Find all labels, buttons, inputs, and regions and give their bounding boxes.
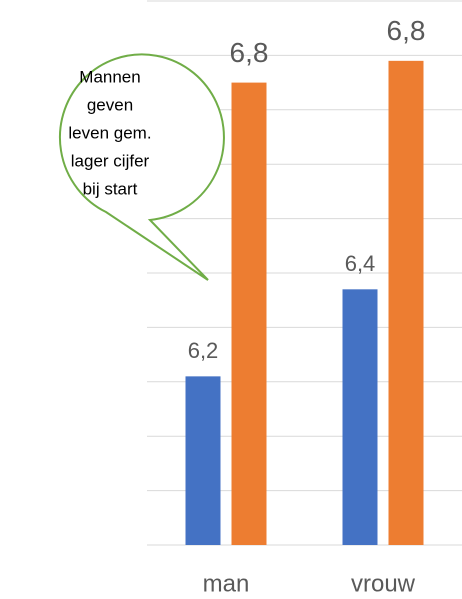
bar	[231, 82, 267, 545]
annotation-line: lager cijfer	[71, 151, 150, 170]
bar	[388, 60, 424, 546]
bar	[342, 289, 378, 545]
bar	[185, 376, 221, 545]
annotation-line: bij start	[83, 179, 138, 198]
data-label: 6,4	[345, 251, 376, 276]
bars	[185, 60, 424, 546]
speech-bubble	[58, 53, 225, 281]
annotation: Mannen geven leven gem. lager cijfer bij sta…	[68, 67, 151, 198]
annotation-line: geven	[87, 95, 133, 114]
annotation-line: leven gem.	[68, 123, 151, 142]
annotation-line: Mannen	[79, 67, 140, 86]
data-label: 6,8	[230, 37, 269, 68]
data-label: 6,8	[387, 15, 426, 46]
x-tick-label: man	[203, 570, 250, 597]
x-tick-label: vrouw	[351, 570, 416, 597]
data-label: 6,2	[188, 338, 219, 363]
